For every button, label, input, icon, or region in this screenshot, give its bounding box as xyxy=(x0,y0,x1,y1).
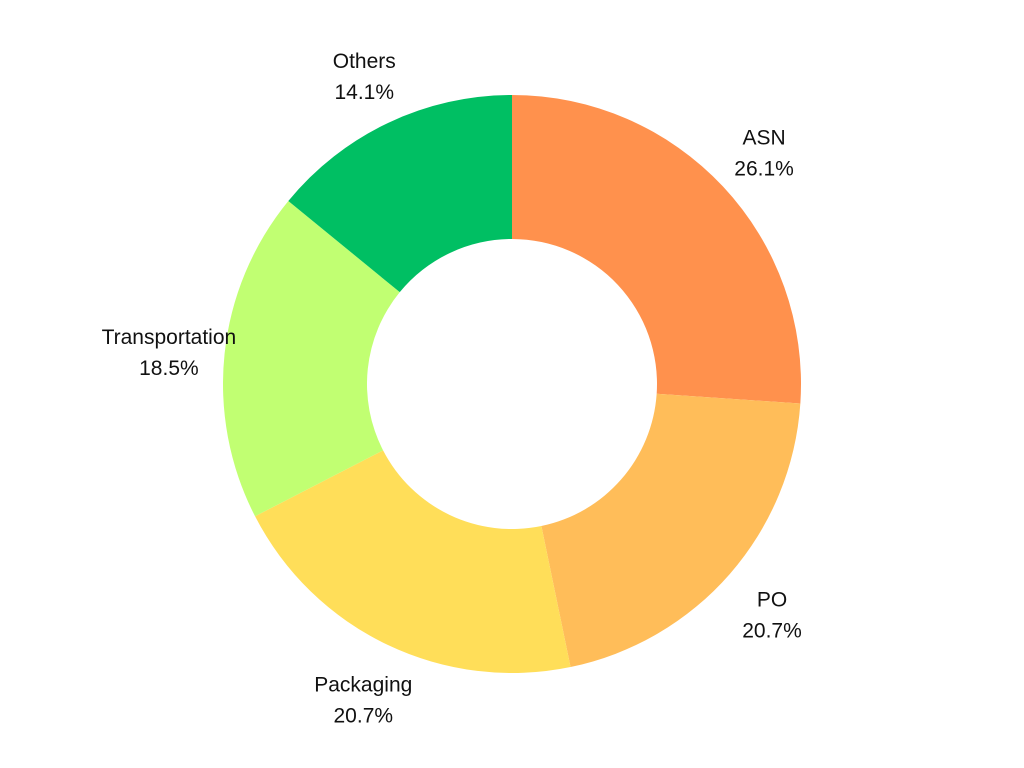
slice-label-transportation: Transportation 18.5% xyxy=(102,326,237,380)
slice-asn xyxy=(512,95,802,404)
slice-label-percent: 14.1% xyxy=(334,81,394,104)
slice-po xyxy=(541,393,801,668)
slice-label-name: PO xyxy=(757,589,787,612)
slice-others xyxy=(288,95,512,293)
donut-slices xyxy=(223,95,802,673)
slice-label-percent: 20.7% xyxy=(334,704,394,727)
donut-labels: ASN 26.1% PO 20.7% Packaging 20.7% Transportat… xyxy=(102,50,802,727)
slice-packaging xyxy=(255,450,571,673)
slice-label-packaging: Packaging 20.7% xyxy=(314,673,412,727)
slice-label-percent: 20.7% xyxy=(742,620,802,643)
slice-label-percent: 18.5% xyxy=(139,357,199,380)
slice-transportation xyxy=(223,200,400,517)
slice-label-name: Transportation xyxy=(102,326,237,349)
slice-label-name: Packaging xyxy=(314,673,412,696)
slice-label-others: Others 14.1% xyxy=(333,50,396,104)
slice-label-name: ASN xyxy=(742,126,785,149)
slice-label-po: PO 20.7% xyxy=(742,589,802,643)
slice-label-name: Others xyxy=(333,50,396,73)
slice-label-percent: 26.1% xyxy=(734,157,794,180)
slice-label-asn: ASN 26.1% xyxy=(734,126,794,180)
